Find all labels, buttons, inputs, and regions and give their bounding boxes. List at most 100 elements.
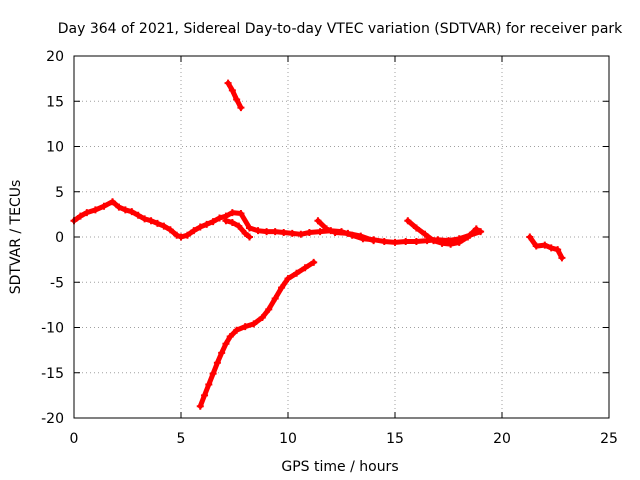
data-point <box>147 217 155 225</box>
data-point <box>314 217 322 225</box>
data-marks <box>70 79 566 410</box>
data-point <box>121 206 129 214</box>
data-point <box>412 224 420 232</box>
data-point <box>278 284 286 292</box>
series-high-segment <box>224 79 245 112</box>
data-point <box>196 223 204 231</box>
data-point <box>305 228 313 236</box>
data-point <box>224 79 232 87</box>
data-point <box>241 229 249 237</box>
data-point <box>250 320 258 328</box>
data-point <box>558 254 566 262</box>
axis-ticks: 0 5 10 15 20 25 -20 -15 -10 -5 0 5 10 15 20 <box>41 49 618 447</box>
x-tick-label: 5 <box>177 431 186 447</box>
data-point <box>554 246 562 254</box>
y-tick-label: 10 <box>46 140 64 156</box>
data-point <box>357 232 365 240</box>
data-point <box>331 228 339 236</box>
y-tick-label: 0 <box>55 230 64 246</box>
data-point <box>447 240 455 248</box>
data-point <box>228 219 236 227</box>
data-point <box>209 370 217 378</box>
x-tick-label: 15 <box>386 431 404 447</box>
data-point <box>216 214 224 222</box>
data-point <box>134 211 142 219</box>
data-point <box>213 359 221 367</box>
data-point <box>391 238 399 246</box>
data-point <box>370 237 378 245</box>
y-tick-label: -10 <box>41 321 64 337</box>
chart-title: Day 364 of 2021, Sidereal Day-to-day VTE… <box>58 21 623 37</box>
data-point <box>115 203 123 211</box>
data-point <box>222 217 230 225</box>
data-point <box>532 242 540 250</box>
data-point <box>177 233 185 241</box>
data-point <box>245 233 253 241</box>
y-tick-label: -5 <box>50 275 64 291</box>
series-late-segment <box>526 233 566 262</box>
data-point <box>301 264 309 272</box>
series-trace <box>225 80 244 111</box>
data-point <box>76 212 84 220</box>
data-point <box>284 275 292 283</box>
data-point <box>153 219 161 227</box>
data-point <box>233 326 241 334</box>
data-point <box>203 220 211 228</box>
data-point <box>412 238 420 246</box>
y-tick-label: 5 <box>55 185 64 201</box>
x-tick-label: 10 <box>279 431 297 447</box>
data-point <box>271 295 279 303</box>
data-point <box>205 381 213 389</box>
data-point <box>541 241 549 249</box>
data-point <box>288 229 296 237</box>
series-dip-branch <box>222 217 253 241</box>
data-point <box>91 206 99 214</box>
data-point <box>380 238 388 246</box>
series-rising-arc <box>196 258 318 410</box>
x-tick-label: 25 <box>600 431 618 447</box>
data-point <box>280 228 288 236</box>
y-tick-label: 15 <box>46 94 64 110</box>
y-tick-label: 20 <box>46 49 64 65</box>
data-point <box>430 237 438 245</box>
data-point <box>196 402 204 410</box>
data-point <box>235 222 243 230</box>
data-point <box>477 228 485 236</box>
series-wiggle-branch-2 <box>404 217 480 248</box>
data-point <box>271 228 279 236</box>
data-point <box>526 233 534 241</box>
data-point <box>258 314 266 322</box>
data-point <box>404 217 412 225</box>
data-point <box>226 333 234 341</box>
data-point <box>160 222 168 230</box>
data-point <box>297 230 305 238</box>
data-point <box>245 224 253 232</box>
data-point <box>183 231 191 239</box>
x-tick-label: 0 <box>70 431 79 447</box>
data-point <box>323 225 331 233</box>
data-point <box>237 104 245 112</box>
x-tick-label: 20 <box>493 431 511 447</box>
data-point <box>254 227 262 235</box>
data-point <box>141 215 149 223</box>
data-point <box>228 209 236 217</box>
data-point <box>310 258 318 266</box>
data-point <box>344 229 352 237</box>
data-point <box>233 95 241 103</box>
data-point <box>547 244 555 252</box>
data-point <box>166 226 174 234</box>
data-point <box>293 269 301 277</box>
data-point <box>109 198 117 206</box>
data-point <box>241 323 249 331</box>
data-point <box>472 225 480 233</box>
data-point <box>265 305 273 313</box>
data-point <box>222 340 230 348</box>
data-point <box>209 218 217 226</box>
data-point <box>173 231 181 239</box>
x-axis-label: GPS time / hours <box>281 459 398 475</box>
data-point <box>201 391 209 399</box>
y-axis-label: SDTVAR / TECUs <box>8 180 24 295</box>
data-point <box>100 202 108 210</box>
